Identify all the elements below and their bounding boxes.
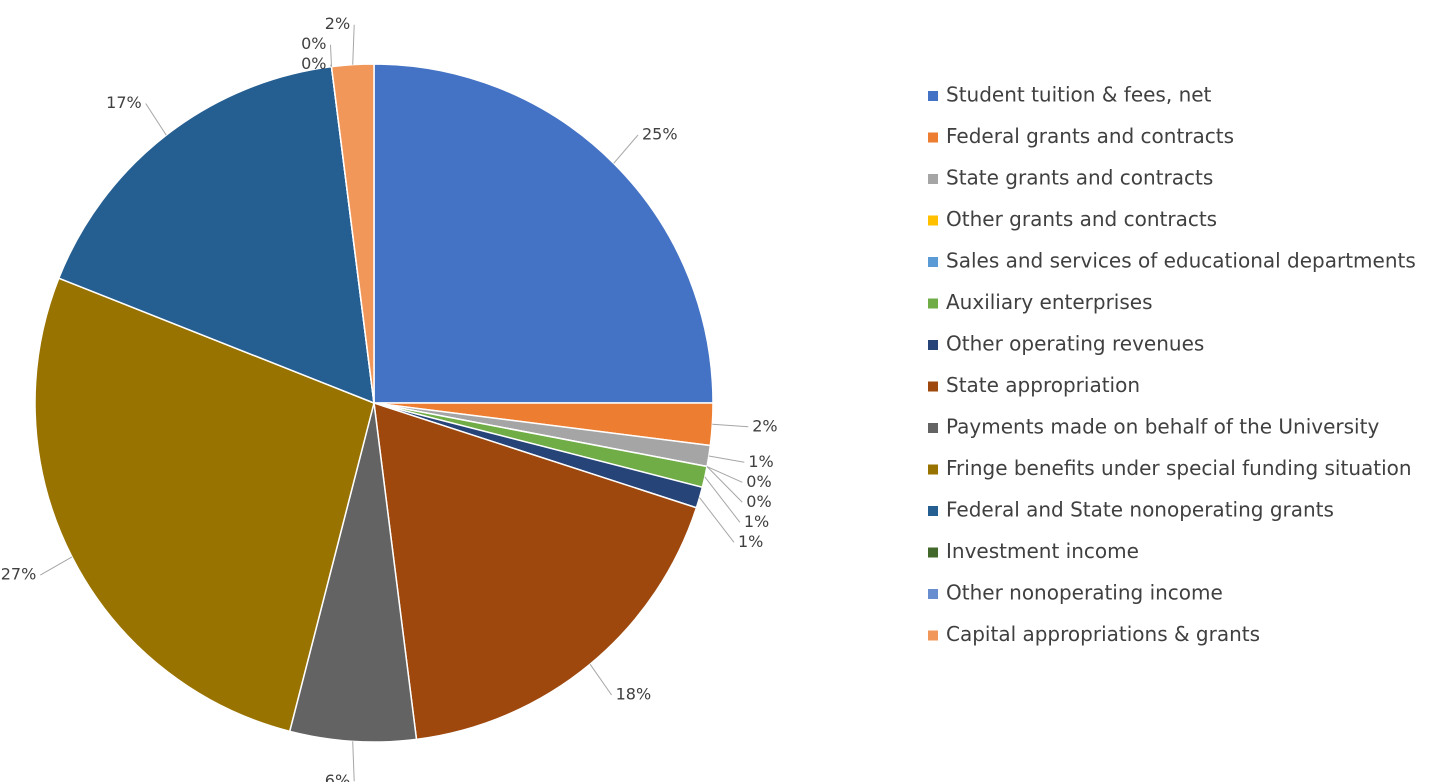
legend-label: Federal grants and contracts [946,124,1234,148]
legend-swatch [928,506,938,516]
legend-label: Fringe benefits under special funding si… [946,456,1412,480]
data-label: 0% [746,472,771,491]
legend-label: Capital appropriations & grants [946,622,1260,646]
legend-swatch [928,132,938,143]
legend-label: State grants and contracts [946,166,1213,190]
data-label: 25% [642,125,678,144]
leader-line [352,24,355,65]
legend-swatch [928,423,938,433]
data-label: 17% [106,93,142,112]
data-label: 18% [616,685,652,704]
legend-swatch [928,464,938,475]
pie-slice [373,401,698,741]
legend-swatch [928,340,938,350]
leader-line [330,64,332,67]
data-label: 1% [744,512,769,531]
data-label: 27% [1,565,37,584]
legend-swatch [928,215,938,226]
leader-line [699,497,735,543]
data-label: 2% [325,14,350,33]
leader-line [145,103,167,136]
legend-swatch [928,91,938,101]
leader-line [329,44,333,67]
leader-line [352,741,355,782]
legend-swatch [928,257,938,267]
legend-label: Sales and services of educational depart… [946,249,1416,273]
leader-line [704,476,741,523]
legend-swatch [928,174,938,184]
data-label: 2% [752,416,777,435]
legend-label: Student tuition & fees, net [946,83,1212,107]
data-label: 6% [325,771,350,782]
legend-swatch [928,547,938,558]
legend-label: Other grants and contracts [946,207,1217,231]
leader-line [712,423,749,428]
leader-line [708,455,745,463]
pie-slice [288,402,418,743]
legend-label: Auxiliary enterprises [946,290,1153,314]
legend-label: Investment income [946,539,1139,563]
leader-line [589,663,612,696]
legend-label: Payments made on behalf of the Universit… [946,415,1379,439]
legend-swatch [928,298,938,309]
data-label: 0% [301,34,326,53]
data-label: 0% [301,54,326,73]
leader-line [706,466,743,503]
leader-line [613,134,639,164]
legend-swatch [928,630,938,641]
pie-slice [57,65,375,405]
legend-label: State appropriation [946,373,1140,397]
data-label: 1% [738,532,763,551]
legend-label: Federal and State nonoperating grants [946,498,1334,522]
data-label: 1% [748,452,773,471]
leader-line [706,466,743,483]
pie-slice [373,63,714,404]
data-label: 0% [746,492,771,511]
leader-line [40,556,73,576]
legend-label: Other nonoperating income [946,581,1223,605]
legend-swatch [928,589,938,599]
legend-swatch [928,381,938,392]
legend-label: Other operating revenues [946,332,1204,356]
